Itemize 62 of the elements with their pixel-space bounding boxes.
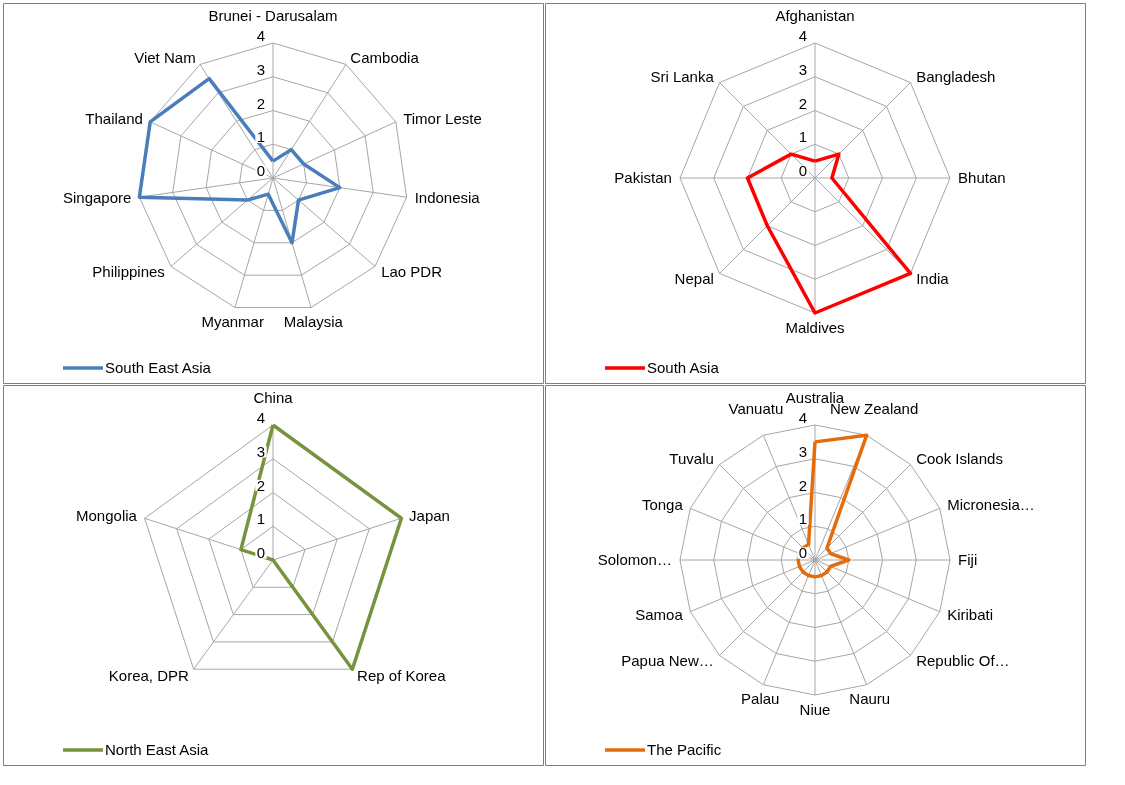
spoke-label: Nauru — [849, 690, 891, 708]
y-tick-label: 1 — [256, 128, 266, 146]
spoke-label: Samoa — [635, 605, 684, 623]
spoke-label: Nepal — [674, 270, 714, 288]
spoke-label: Mongolia — [76, 506, 138, 524]
spoke-label: Fiji — [958, 551, 978, 568]
spoke-label: Malaysia — [283, 313, 344, 331]
y-tick-label: 4 — [256, 409, 266, 426]
y-tick-label: 3 — [256, 442, 266, 460]
spoke-label: Micronesia… — [947, 496, 1035, 514]
y-tick-label: 4 — [798, 409, 808, 426]
legend-label: North East Asia — [105, 741, 210, 758]
spoke-label: Palau — [741, 690, 780, 708]
y-tick-label: 3 — [256, 60, 266, 78]
y-tick-label: 0 — [798, 544, 808, 561]
spoke-label: China — [253, 388, 294, 406]
spoke-label: Niue — [799, 701, 831, 719]
spoke-label: Timor Leste — [403, 109, 482, 127]
y-tick-label: 4 — [798, 27, 808, 44]
spoke-label: Afghanistan — [775, 6, 855, 24]
y-tick-label: 4 — [256, 27, 266, 44]
spoke-label: Myanmar — [201, 313, 264, 331]
spoke-label: Republic Of… — [916, 652, 1010, 670]
spoke-label: Rep of Korea — [357, 666, 447, 684]
spoke-label: Tonga — [641, 496, 684, 514]
y-tick-label: 1 — [798, 128, 808, 146]
y-tick-label: 0 — [256, 162, 266, 179]
spoke-label: Indonesia — [414, 189, 481, 207]
spoke-label: Cambodia — [350, 48, 420, 66]
spoke-label: Bangladesh — [916, 67, 996, 85]
y-tick-label: 2 — [256, 94, 266, 112]
legend-label: South Asia — [647, 359, 720, 376]
y-tick-label: 3 — [798, 60, 808, 78]
y-tick-label: 1 — [256, 510, 266, 528]
spoke-label: Vanuatu — [728, 400, 784, 418]
spoke-label: Singapore — [62, 189, 132, 207]
legend-label: South East Asia — [105, 359, 212, 376]
y-tick-label: 2 — [798, 94, 808, 112]
y-tick-label: 0 — [256, 544, 266, 561]
spoke-label: Tuvalu — [669, 449, 714, 467]
legend-label: The Pacific — [647, 741, 722, 758]
spoke-label: Bhutan — [958, 169, 1006, 186]
spoke-label: Papua New… — [621, 652, 714, 670]
spoke-label: Japan — [409, 506, 450, 524]
spoke-label: Korea, DPR — [108, 666, 190, 684]
spoke-label: Philippines — [92, 262, 165, 280]
spoke-label: Lao PDR — [381, 262, 443, 280]
y-tick-label: 0 — [798, 162, 808, 179]
y-tick-label: 1 — [798, 510, 808, 528]
spoke-label: Viet Nam — [134, 48, 196, 66]
y-tick-label: 2 — [256, 476, 266, 494]
y-tick-label: 3 — [798, 442, 808, 460]
spoke-label: Solomon… — [597, 551, 672, 568]
spoke-label: Sri Lanka — [650, 67, 715, 85]
spoke-label: Thailand — [85, 109, 143, 127]
spoke-label: Pakistan — [614, 169, 672, 186]
spoke-label: India — [916, 270, 950, 288]
y-tick-label: 2 — [798, 476, 808, 494]
spoke-label: Kiribati — [947, 605, 994, 623]
spoke-label: Cook Islands — [916, 449, 1003, 467]
spoke-label: Maldives — [785, 319, 845, 337]
spoke-label: Brunei - Darusalam — [208, 6, 338, 24]
